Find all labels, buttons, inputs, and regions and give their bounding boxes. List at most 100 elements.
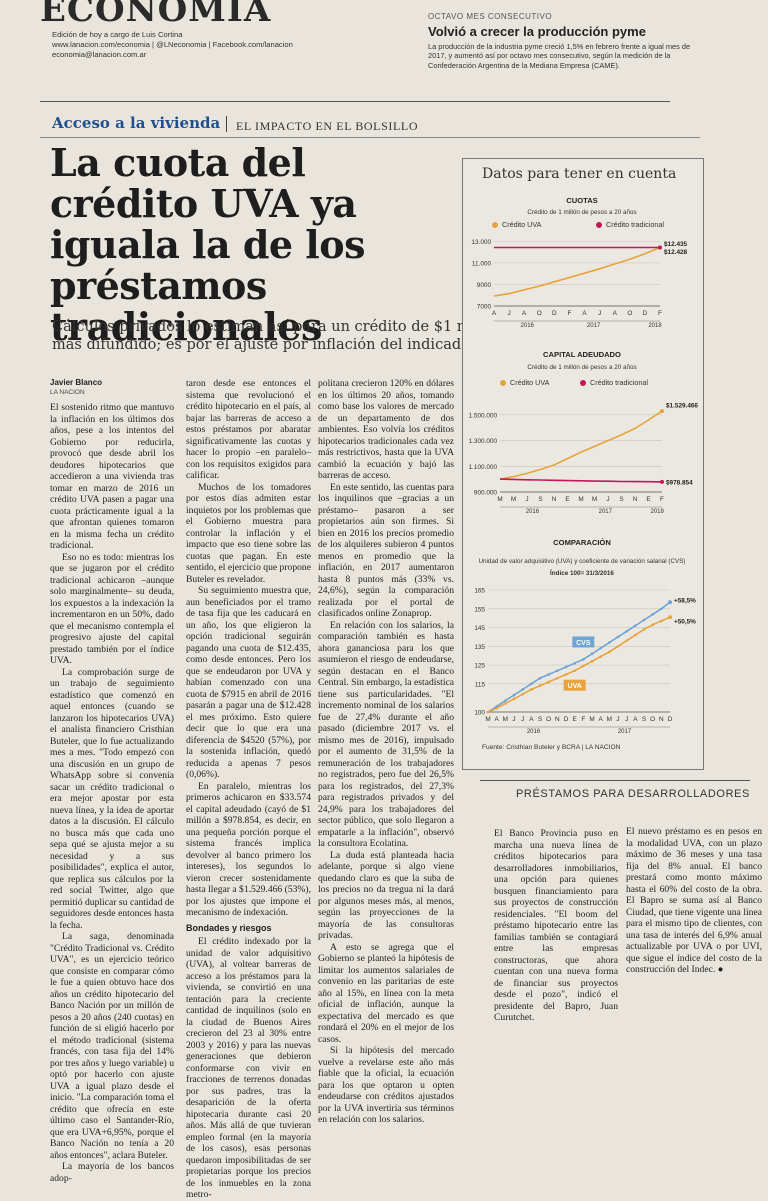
year-label: 2017: [599, 509, 613, 515]
data-point: [590, 652, 594, 656]
paragraph: La duda está planteada hacia adelante, p…: [318, 849, 454, 942]
paragraph: En paralelo, mientras los primeros achic…: [186, 780, 311, 919]
x-tick-label: M: [589, 716, 594, 723]
x-tick-label: A: [633, 716, 638, 723]
x-tick-label: D: [564, 716, 569, 723]
x-tick-label: J: [521, 716, 524, 723]
paragraph: La mayoría de los bancos adop-: [50, 1161, 174, 1184]
legend-label: Crédito tradicional: [590, 378, 648, 387]
x-tick-label: E: [565, 496, 569, 503]
end-point: [658, 245, 662, 250]
x-tick-label: A: [495, 716, 500, 723]
end-label: $1.529.466: [666, 403, 698, 410]
year-label: 2017: [587, 323, 601, 329]
data-point: [660, 607, 663, 611]
x-tick-label: A: [582, 310, 587, 317]
series-line: [487, 616, 671, 713]
x-tick-label: A: [613, 310, 618, 317]
y-tick-label: 13.000: [471, 239, 491, 246]
paragraph: A esto se agrega que el Gobierno se plan…: [318, 941, 454, 1045]
end-label: $12.428: [664, 249, 688, 256]
paragraph: taron desde ese entonces el sistema que …: [186, 378, 311, 481]
y-tick-label: 155: [474, 606, 485, 613]
y-tick-label: 115: [475, 681, 486, 688]
developers-title: PRÉSTAMOS PARA DESARROLLADORES: [516, 788, 750, 800]
article-column-3: politana crecieron 120% en dólares en lo…: [318, 378, 454, 1126]
paragraph: El sostenido ritmo que mantuvo la inflac…: [50, 402, 174, 551]
data-point: [599, 655, 602, 658]
edition-line: Edición de hoy a cargo de Luis Cortina: [52, 30, 183, 39]
data-point: [625, 629, 628, 633]
edition-line: www.lanacion.com/economia | @LNeconomia …: [52, 40, 293, 49]
paragraph: El nuevo préstamo es en pesos en la moda…: [626, 826, 762, 975]
x-tick-label: O: [537, 310, 542, 317]
paragraph: La saga, denominada "Crédito Tradicional…: [50, 931, 174, 1161]
chart-index-note: Índice 100= 31/3/2016: [550, 570, 614, 577]
paragraph: El Banco Provincia puso en marcha una nu…: [494, 828, 618, 1023]
data-point: [538, 684, 542, 688]
data-point: [634, 624, 637, 627]
data-point: [634, 633, 637, 637]
data-point: [521, 688, 524, 691]
x-tick-label: N: [555, 716, 560, 723]
data-point: [616, 645, 620, 648]
chart-subtitle: Crédito de 1 millón de pesos a 20 años: [527, 364, 637, 371]
y-tick-label: 1.300.000: [469, 438, 498, 445]
data-point: [651, 613, 654, 616]
x-tick-label: D: [552, 310, 557, 317]
data-point: [660, 619, 663, 623]
callout-label: UVA: [568, 683, 582, 690]
end-label: +50,5%: [674, 619, 696, 626]
callout-label: CVS: [576, 640, 591, 647]
x-tick-label: O: [546, 716, 551, 723]
legend-uva: Crédito UVA: [492, 220, 541, 229]
year-label: 2018: [648, 323, 662, 329]
end-point: [660, 479, 664, 484]
end-label: $12.435: [664, 241, 688, 248]
data-point: [504, 702, 507, 705]
data-point: [512, 697, 516, 701]
end-label: +58,5%: [674, 598, 696, 605]
legend-dot: [580, 380, 586, 387]
promo-kicker: OCTAVO MES CONSECUTIVO: [428, 12, 553, 21]
data-point: [651, 623, 654, 627]
legend-dot: [596, 222, 602, 229]
year-label: 2016: [527, 729, 541, 735]
data-point: [582, 658, 585, 661]
subhead: Bondades y riesgos: [186, 922, 272, 933]
legend-traditional: Crédito tradicional: [580, 378, 648, 387]
data-point: [564, 665, 568, 669]
x-tick-label: E: [573, 716, 577, 723]
edition-line: economia@lanacion.com.ar: [52, 50, 147, 59]
top-rule: [40, 101, 670, 102]
data-point: [556, 669, 559, 673]
x-tick-label: J: [625, 716, 628, 723]
y-tick-label: 165: [474, 588, 485, 595]
data-point: [538, 676, 542, 680]
legend-uva: Crédito UVA: [500, 378, 549, 387]
data-point: [547, 673, 550, 676]
data-point: [556, 676, 559, 680]
data-point: [616, 635, 620, 639]
paragraph: Su seguimiento muestra que, aun benefici…: [186, 585, 311, 780]
headline: La cuota del crédito UVA ya iguala la de…: [50, 140, 365, 349]
data-point: [590, 660, 594, 663]
paragraph: El crédito indexado por la unidad de val…: [186, 936, 311, 1200]
section-name: ECONOMÍA: [40, 0, 272, 30]
data-point: [625, 639, 628, 642]
y-tick-label: 7000: [477, 304, 492, 311]
x-tick-label: J: [507, 310, 510, 317]
data-point: [521, 692, 524, 696]
x-tick-label: E: [646, 496, 650, 503]
series-line: [487, 601, 671, 713]
x-tick-label: J: [616, 716, 619, 723]
chart-subtitle: Crédito de 1 millón de pesos a 20 años: [527, 209, 637, 216]
x-tick-label: S: [619, 496, 623, 503]
x-tick-label: A: [492, 310, 497, 317]
data-point: [608, 641, 611, 644]
x-tick-label: O: [650, 716, 655, 723]
x-tick-label: M: [578, 496, 583, 503]
legend-label: Crédito UVA: [502, 220, 542, 229]
x-tick-label: S: [538, 716, 542, 723]
